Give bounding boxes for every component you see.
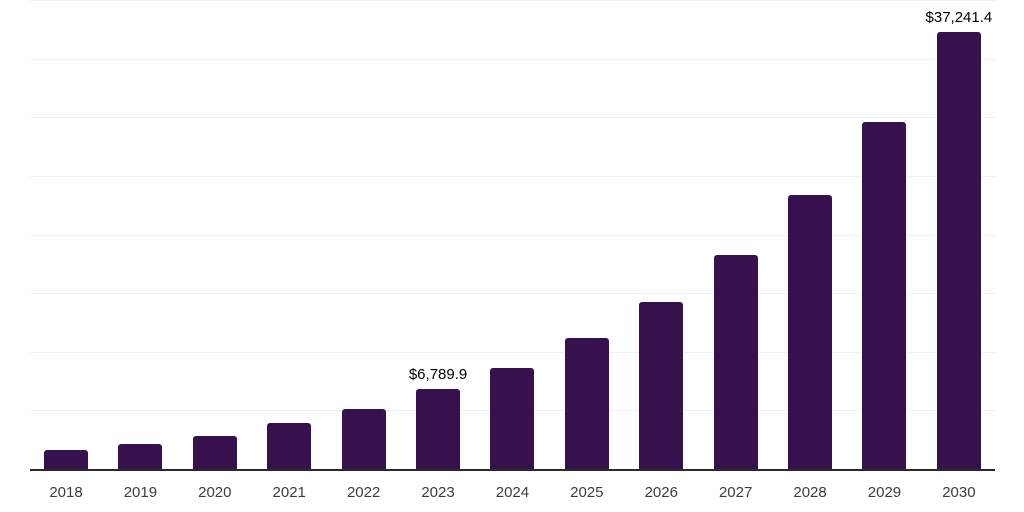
bar-2029: [862, 121, 907, 469]
bar-group-2020: [192, 0, 237, 469]
gridline-10000: [30, 352, 995, 353]
bar-group-2023: $6,789.9: [409, 0, 467, 469]
bar-group-2026: [639, 0, 684, 469]
bar-group-2021: [267, 0, 312, 469]
x-label-2020: 2020: [198, 484, 232, 501]
bar-group-2027: [713, 0, 758, 469]
bar-group-2022: [341, 0, 386, 469]
x-axis-line: [30, 469, 995, 471]
bar-2025: [564, 337, 609, 469]
bar-group-2029: [862, 0, 907, 469]
x-label-2024: 2024: [495, 484, 530, 501]
bar-group-2028: [788, 0, 833, 469]
gridline-15000: [30, 293, 995, 294]
x-label-2027: 2027: [718, 484, 753, 501]
bar-2021: [267, 422, 312, 469]
bar-2018: [44, 450, 88, 469]
bar-group-2025: [564, 0, 609, 469]
x-label-2019: 2019: [123, 484, 158, 501]
x-label-2018: 2018: [49, 484, 83, 501]
bar-2030: [936, 32, 981, 469]
x-label-2026: 2026: [644, 484, 678, 501]
bar-2023: [416, 389, 461, 469]
bar-2022: [341, 409, 386, 469]
bar-group-2030: $37,241.4: [926, 0, 992, 469]
x-label-2021: 2021: [272, 484, 306, 501]
gridline-20000: [30, 235, 995, 236]
bar-2019: [118, 443, 163, 469]
bar-group-2019: [118, 0, 163, 469]
x-label-2028: 2028: [793, 484, 827, 501]
x-label-2025: 2025: [570, 484, 604, 501]
x-label-2029: 2029: [867, 484, 902, 501]
data-label-2023: $6,789.9: [408, 366, 468, 384]
x-axis-labels: 2018 2019 2020 2021 2022 2023 2024 2025 2026 2027…: [30, 484, 995, 501]
bar-2020: [192, 435, 237, 469]
bar-2027: [713, 254, 758, 469]
bar-group-2024: [490, 0, 535, 469]
gridline-30000: [30, 117, 995, 118]
gridline-40000: [30, 0, 995, 1]
data-label-2030: $37,241.4: [925, 9, 993, 27]
bars-row: $6,789.9 $37,241.4: [30, 0, 995, 469]
bar-2024: [490, 367, 535, 469]
bar-group-2018: [44, 0, 88, 469]
x-label-2022: 2022: [346, 484, 381, 501]
bar-2028: [788, 194, 833, 469]
gridline-25000: [30, 176, 995, 177]
x-label-2030: 2030: [942, 484, 976, 501]
bar-2026: [639, 301, 684, 469]
gridline-35000: [30, 59, 995, 60]
x-label-2023: 2023: [421, 484, 455, 501]
